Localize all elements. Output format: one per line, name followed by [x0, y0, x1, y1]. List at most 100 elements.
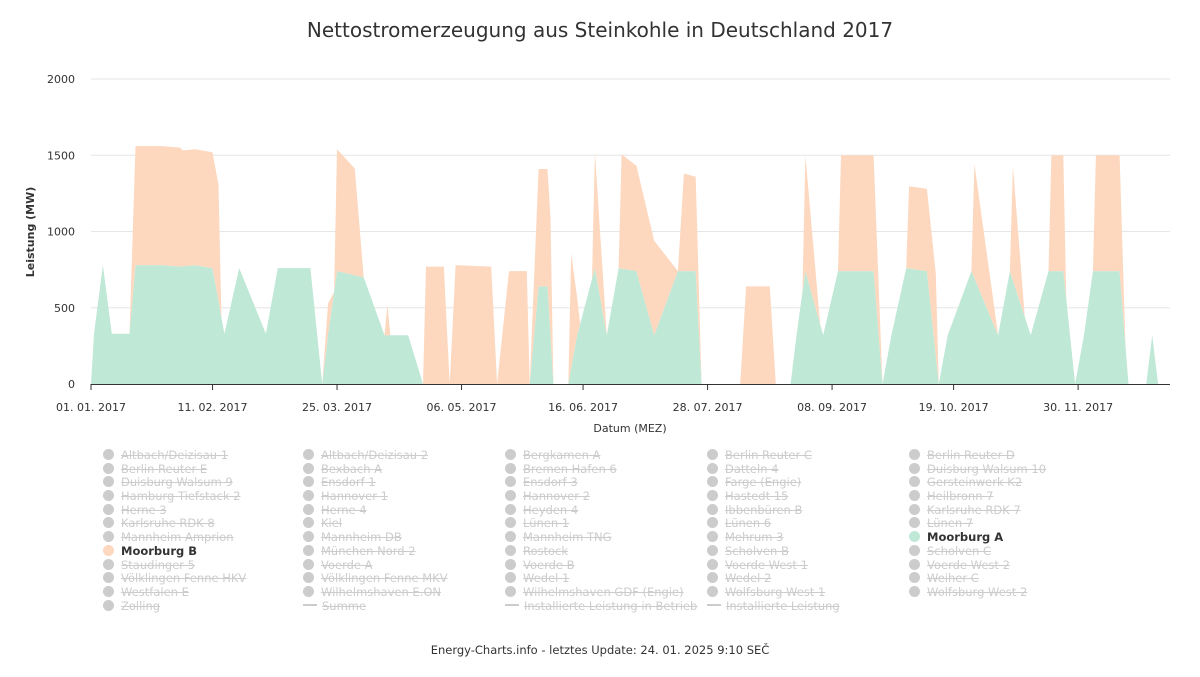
- legend-item[interactable]: Ibbenbüren B: [707, 502, 907, 518]
- legend-item[interactable]: Herne 4: [303, 502, 503, 518]
- legend-item[interactable]: Wilhelmshaven E.ON: [303, 584, 503, 600]
- legend-dot-symbol: [303, 503, 314, 515]
- x-axis-title: Datum (MEZ): [593, 422, 666, 435]
- legend-dot-symbol: [303, 585, 314, 597]
- legend-item-label: Lünen 7: [927, 516, 974, 531]
- legend-dot-symbol: [505, 517, 516, 529]
- legend-dot-symbol: [505, 503, 516, 515]
- legend-item[interactable]: Hamburg Tiefstack 2: [103, 489, 303, 504]
- legend-item[interactable]: Hannover 1: [303, 489, 503, 504]
- legend-dot-symbol: [505, 476, 516, 488]
- legend-dot-symbol: [505, 558, 516, 570]
- legend-dot-symbol: [103, 462, 114, 474]
- legend-item[interactable]: Duisburg Walsum 9: [103, 476, 303, 490]
- legend-item[interactable]: Voerde A: [303, 558, 503, 573]
- legend-item[interactable]: Farge (Engie): [707, 476, 907, 490]
- legend-item[interactable]: Bremen Hafen 6: [505, 462, 705, 477]
- legend-dot-symbol: [103, 517, 114, 529]
- legend-item[interactable]: Wolfsburg West 1: [707, 585, 907, 600]
- legend-item[interactable]: Installierte Leistung: [707, 598, 907, 614]
- legend-item[interactable]: Mannheim TNG: [505, 530, 705, 545]
- legend-item[interactable]: Herne 3: [103, 502, 303, 518]
- legend-dot-symbol: [909, 476, 920, 488]
- legend-item[interactable]: Staudinger 5: [103, 558, 303, 573]
- legend-dot-symbol: [707, 585, 718, 597]
- legend-item-label: Herne 3: [121, 502, 167, 517]
- legend-item[interactable]: Voerde West 1: [707, 557, 907, 573]
- legend-item[interactable]: Zolling: [103, 599, 303, 614]
- legend-item[interactable]: Lünen 1: [505, 517, 705, 531]
- legend-item[interactable]: Bergkamen A: [505, 448, 705, 463]
- legend-dot-symbol: [303, 558, 314, 570]
- legend-item[interactable]: Hannover 2: [505, 489, 705, 504]
- legend-item[interactable]: Bexbach A: [303, 462, 503, 477]
- legend-item-label: Wilhelmshaven E.ON: [321, 584, 441, 599]
- legend-item[interactable]: Mehrum 3: [707, 530, 907, 545]
- legend-dot-symbol: [707, 490, 718, 502]
- legend-item[interactable]: Weiher C: [909, 571, 1109, 586]
- legend-item[interactable]: Karlsruhe RDK 8: [103, 517, 303, 531]
- legend-item[interactable]: Berlin Reuter C: [707, 448, 907, 463]
- legend-item[interactable]: Wilhelmshaven GDF (Engie): [505, 584, 705, 600]
- legend-dot-symbol: [303, 490, 314, 502]
- legend-item[interactable]: Lünen 6: [707, 517, 907, 531]
- legend-item-label: Karlsruhe RDK 8: [121, 516, 215, 531]
- legend-item-label: Moorburg A: [927, 530, 1004, 545]
- legend-item[interactable]: München Nord 2: [303, 544, 503, 559]
- legend-dot-symbol: [505, 572, 516, 584]
- legend-item-label: Karlsruhe RDK 7: [927, 502, 1021, 517]
- legend-item-label: Installierte Leistung: [726, 598, 840, 613]
- legend-item-label: Wilhelmshaven GDF (Engie): [523, 584, 684, 599]
- legend-item-label: Herne 4: [321, 502, 367, 517]
- legend-dot-symbol: [707, 531, 718, 543]
- legend-item[interactable]: Gersteinwerk K2: [909, 476, 1109, 490]
- legend-item-label: Wolfsburg West 2: [927, 584, 1028, 599]
- legend-item[interactable]: Mannheim Amprion: [103, 530, 303, 545]
- legend-item[interactable]: Völklingen Fenne MKV: [303, 571, 503, 586]
- legend-item[interactable]: Datteln 4: [707, 462, 907, 477]
- legend-item[interactable]: Westfalen E: [103, 585, 303, 600]
- legend-item[interactable]: Völklingen Fenne HKV: [103, 571, 303, 586]
- legend-item-label: Ibbenbüren B: [725, 502, 803, 517]
- legend-item[interactable]: Berlin Reuter D: [909, 448, 1109, 463]
- legend-item[interactable]: Altbach/Deizisau 2: [303, 448, 503, 463]
- y-tick-label: 1500: [47, 149, 75, 162]
- legend-item-label: Hastedt 15: [725, 489, 789, 504]
- legend-item[interactable]: Rostock: [505, 544, 705, 559]
- legend-item[interactable]: Berlin Reuter E: [103, 461, 303, 477]
- legend-item[interactable]: Ensdorf 1: [303, 476, 503, 490]
- legend-item[interactable]: Scholven B: [707, 544, 907, 559]
- legend-item-label: Voerde West 1: [725, 557, 808, 572]
- legend-item[interactable]: Kiel: [303, 517, 503, 531]
- legend-item[interactable]: Voerde West 2: [909, 558, 1109, 573]
- legend-item[interactable]: Installierte Leistung in Betrieb: [505, 598, 705, 614]
- legend-item[interactable]: Summe: [303, 599, 503, 614]
- legend-item-label: Hannover 1: [321, 489, 388, 504]
- legend-dot-symbol: [303, 531, 314, 543]
- legend-item-label: Installierte Leistung in Betrieb: [524, 598, 698, 613]
- legend-item[interactable]: Altbach/Deizisau 1: [103, 448, 303, 463]
- legend-dot-symbol: [103, 585, 114, 597]
- legend-item[interactable]: Moorburg B: [103, 544, 303, 559]
- legend-item[interactable]: Ensdorf 3: [505, 476, 705, 490]
- legend-item-label: Berlin Reuter E: [121, 461, 208, 476]
- legend-item[interactable]: Moorburg A: [909, 530, 1109, 545]
- legend-item[interactable]: Heyden 4: [505, 503, 705, 518]
- legend-line-symbol: [707, 604, 721, 607]
- legend-item[interactable]: Mannheim DB: [303, 530, 503, 545]
- legend-item[interactable]: Hastedt 15: [707, 489, 907, 504]
- legend-item[interactable]: Karlsruhe RDK 7: [909, 502, 1109, 518]
- legend-column: Berlin Reuter C Datteln 4 Farge (Engie) Has…: [707, 448, 907, 614]
- y-tick-label: 2000: [47, 73, 75, 86]
- legend-item[interactable]: Lünen 7: [909, 517, 1109, 531]
- legend-item-label: Mehrum 3: [725, 530, 784, 545]
- legend-item[interactable]: Heilbronn 7: [909, 489, 1109, 504]
- legend-item[interactable]: Duisburg Walsum 10: [909, 462, 1109, 477]
- legend-item[interactable]: Scholven C: [909, 544, 1109, 559]
- legend-item[interactable]: Wedel 1: [505, 571, 705, 586]
- legend-item[interactable]: Voerde B: [505, 558, 705, 573]
- legend-item[interactable]: Wedel 2: [707, 571, 907, 586]
- axes: 0 500 1000 1500 2000 01. 01. 2017 11. 02. 2017…: [47, 73, 1170, 414]
- legend-item[interactable]: Wolfsburg West 2: [909, 584, 1109, 600]
- legend-item-label: Hannover 2: [523, 489, 590, 504]
